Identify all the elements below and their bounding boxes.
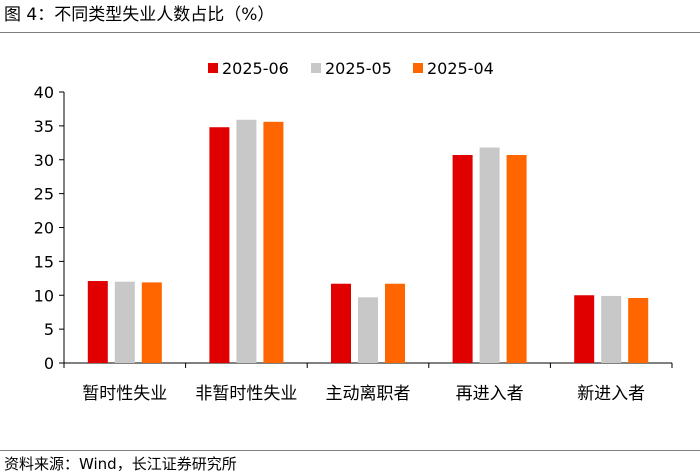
y-tick-label: 10 xyxy=(34,286,54,305)
bar-2025-05-新进入者 xyxy=(601,295,622,363)
bar-2025-06-暂时性失业 xyxy=(87,281,108,363)
legend-swatch-2025-04 xyxy=(413,63,423,73)
source-note: 资料来源：Wind，长江证券研究所 xyxy=(4,455,237,473)
legend-swatch-2025-05 xyxy=(311,63,321,73)
bar-2025-04-主动离职者 xyxy=(385,283,405,363)
x-category-label: 再进入者 xyxy=(456,384,524,404)
legend-label-2025-06: 2025-06 xyxy=(222,59,289,78)
x-category-label: 非暂时性失业 xyxy=(195,384,297,404)
bar-2025-05-暂时性失业 xyxy=(114,281,135,363)
legend-label-2025-04: 2025-04 xyxy=(427,59,494,78)
figure-title: 图 4：不同类型失业人数占比（%） xyxy=(4,5,275,25)
y-tick-label: 35 xyxy=(34,117,54,136)
y-tick-label: 20 xyxy=(34,219,54,238)
bar-2025-06-新进入者 xyxy=(574,295,595,363)
bar-2025-06-再进入者 xyxy=(452,155,473,363)
y-tick-label: 0 xyxy=(44,354,54,373)
x-category-label: 新进入者 xyxy=(577,384,645,404)
legend-swatch-2025-06 xyxy=(208,63,218,73)
top-divider xyxy=(0,32,700,33)
bottom-divider xyxy=(0,450,700,451)
bar-2025-04-新进入者 xyxy=(628,297,649,363)
bar-chart: 2025-06 2025-05 2025-04 0 5 10 15 20 25 30 35 40 暂… xyxy=(34,59,673,404)
bars-layer xyxy=(87,119,649,363)
x-axis: 暂时性失业 非暂时性失业 主动离职者 再进入者 新进入者 xyxy=(63,362,673,404)
y-tick-label: 5 xyxy=(44,320,54,339)
bar-2025-05-再进入者 xyxy=(479,147,500,363)
legend-label-2025-05: 2025-05 xyxy=(325,59,392,78)
x-category-label: 暂时性失业 xyxy=(82,384,167,404)
bar-2025-06-非暂时性失业 xyxy=(209,127,230,363)
bar-2025-05-主动离职者 xyxy=(358,297,378,363)
y-tick-label: 25 xyxy=(34,185,54,204)
bar-2025-06-主动离职者 xyxy=(331,283,351,363)
bar-2025-04-暂时性失业 xyxy=(141,282,162,363)
x-category-label: 主动离职者 xyxy=(326,384,411,404)
y-tick-label: 30 xyxy=(34,151,54,170)
bar-2025-04-再进入者 xyxy=(506,155,527,363)
y-axis: 0 5 10 15 20 25 30 35 40 xyxy=(34,83,65,373)
bar-2025-05-非暂时性失业 xyxy=(236,119,257,363)
y-tick-label: 40 xyxy=(34,83,54,102)
y-tick-label: 15 xyxy=(34,252,54,271)
chart-legend: 2025-06 2025-05 2025-04 xyxy=(208,59,494,78)
bar-2025-04-非暂时性失业 xyxy=(263,121,284,363)
